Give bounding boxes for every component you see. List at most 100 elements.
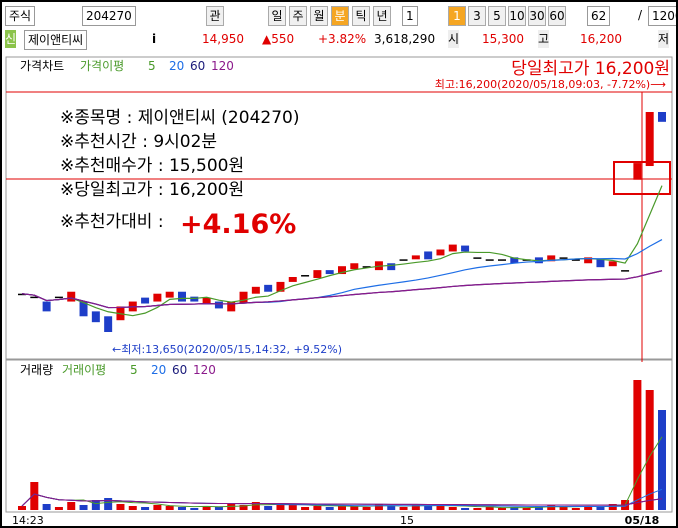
candle xyxy=(448,244,457,252)
candle xyxy=(165,291,174,298)
candle xyxy=(584,257,593,264)
volume-bar xyxy=(18,506,26,510)
period-button[interactable]: 월 xyxy=(310,6,328,26)
interval-button[interactable]: 3 xyxy=(468,6,486,26)
candle xyxy=(362,266,371,268)
count-input[interactable]: 62 xyxy=(587,6,611,26)
candle xyxy=(264,284,273,292)
x-tick-label: 05/18 xyxy=(625,514,660,527)
volume-bar xyxy=(104,498,113,510)
volume-bar xyxy=(374,504,383,510)
candle xyxy=(54,296,63,299)
volume-bar xyxy=(202,506,211,510)
high-note: 최고:16,200(2020/05/18,09:03, -7.72%)⟶ xyxy=(435,78,667,91)
volume-bar xyxy=(141,507,150,510)
candle xyxy=(178,291,186,302)
candle xyxy=(67,291,76,302)
slash: / xyxy=(638,8,643,22)
candle xyxy=(313,270,322,278)
volume-bar xyxy=(54,507,63,510)
candle xyxy=(190,296,199,302)
interval-button[interactable]: 60 xyxy=(548,6,566,26)
volume-bar xyxy=(190,508,199,510)
period-button[interactable]: 틱 xyxy=(352,6,370,26)
stock-name: 제이앤티씨 xyxy=(24,30,88,50)
x-tick-label: 15 xyxy=(400,514,414,527)
period-button[interactable]: 년 xyxy=(373,6,391,26)
legend-ma-period: 5 xyxy=(148,59,156,73)
candle xyxy=(633,163,642,180)
note: ※추천시간 : 9시02분 xyxy=(60,132,217,152)
high: 16,200 xyxy=(580,32,622,46)
legend-ma-period: 20 xyxy=(151,363,166,377)
candle xyxy=(325,270,334,275)
total-input[interactable]: 1200 xyxy=(648,6,676,26)
candle xyxy=(645,112,654,167)
volume-bar xyxy=(448,507,457,510)
low-label: 저 xyxy=(658,30,670,48)
market-select[interactable]: 주식 xyxy=(5,6,36,26)
candle xyxy=(202,297,211,304)
candle xyxy=(461,245,470,252)
info-button[interactable]: i xyxy=(152,32,157,46)
badge: 신 xyxy=(5,30,17,48)
volume-bar xyxy=(116,504,125,510)
volume-bar xyxy=(461,508,470,510)
candle xyxy=(153,293,162,302)
interval-button[interactable]: 5 xyxy=(488,6,506,26)
note: ※추천매수가 : 15,500원 xyxy=(60,156,244,176)
period-button[interactable]: 일 xyxy=(268,6,286,26)
candle xyxy=(18,293,26,296)
volume: 3,618,290 xyxy=(374,32,436,46)
candle xyxy=(30,296,39,299)
ma-line xyxy=(21,270,663,309)
code-input[interactable]: 204270 xyxy=(82,6,136,26)
highlight-box xyxy=(613,161,671,195)
interval-button[interactable]: 1 xyxy=(448,6,466,26)
volume-bar xyxy=(473,508,482,510)
volume-bar xyxy=(214,507,223,510)
candle xyxy=(436,249,445,256)
legend-ma-period: 120 xyxy=(211,59,234,73)
volume-bar xyxy=(645,390,654,510)
volume-bar xyxy=(424,506,433,510)
legend-ma: 거래이평 xyxy=(62,363,106,377)
volume-ma-line xyxy=(21,493,663,507)
interval-button[interactable]: 30 xyxy=(528,6,546,26)
period-button[interactable]: 주 xyxy=(289,6,307,26)
search-button[interactable]: 관 xyxy=(206,6,224,26)
volume-panel-frame xyxy=(5,359,673,513)
candle xyxy=(91,311,100,323)
volume-bar xyxy=(301,507,310,510)
volume-bar xyxy=(42,504,51,510)
volume-bar xyxy=(251,502,260,510)
period-button[interactable]: 분 xyxy=(331,6,349,26)
open: 15,300 xyxy=(482,32,524,46)
candle xyxy=(214,301,223,309)
volume-bar xyxy=(399,507,408,510)
candle xyxy=(387,263,396,271)
x-tick-label: 14:23 xyxy=(12,514,44,527)
change: ▲550 xyxy=(262,32,295,46)
candle xyxy=(42,301,51,312)
interval-select[interactable]: 1 xyxy=(402,6,418,26)
legend-ma-period: 120 xyxy=(193,363,216,377)
legend-ma-period: 60 xyxy=(190,59,205,73)
volume-bar xyxy=(338,505,346,510)
legend-ma: 가격이평 xyxy=(80,59,124,73)
volume-bar xyxy=(596,507,605,510)
volume-ma-line xyxy=(21,436,663,509)
ma-line xyxy=(21,270,663,309)
volume-bar xyxy=(79,505,88,510)
candle xyxy=(547,255,556,262)
price-panel-frame xyxy=(5,56,673,360)
interval-button[interactable]: 10 xyxy=(508,6,526,26)
candle xyxy=(485,259,494,261)
volume-bar xyxy=(276,504,285,510)
volume-bar xyxy=(522,508,531,510)
legend-ma-period: 60 xyxy=(172,363,187,377)
candle xyxy=(510,257,519,264)
price: 14,950 xyxy=(202,32,244,46)
volume-bar xyxy=(411,505,420,510)
open-label: 시 xyxy=(448,30,460,48)
